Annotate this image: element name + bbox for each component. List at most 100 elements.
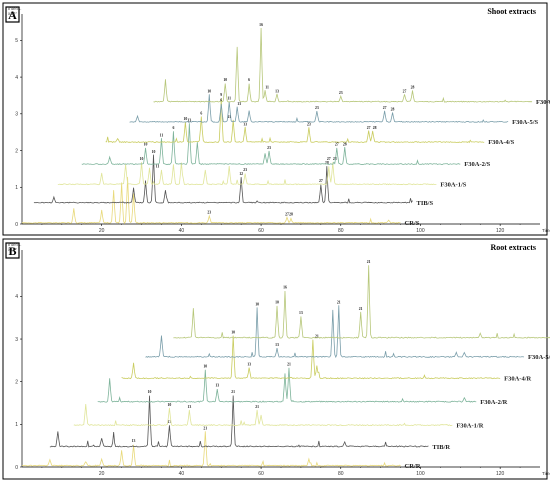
y-unit-label: Intens. x10⁷ bbox=[8, 242, 22, 252]
peak-label: 11 bbox=[227, 97, 231, 101]
peak-label: 16 bbox=[283, 286, 287, 290]
peak-label: 21 bbox=[367, 260, 371, 264]
peak-label: 11 bbox=[265, 86, 269, 90]
peak-label: 10 bbox=[168, 403, 172, 407]
peak-label: 10 bbox=[203, 364, 207, 368]
series-trace bbox=[121, 335, 501, 380]
panel-b-frame bbox=[2, 238, 548, 480]
x-tick-label: 40 bbox=[179, 228, 185, 234]
series-trace bbox=[21, 431, 401, 467]
y-tick-label: 0 bbox=[15, 222, 18, 228]
series-trace bbox=[21, 177, 401, 225]
peak-label: 13 bbox=[215, 384, 219, 388]
panel-a-letter: A bbox=[8, 8, 17, 22]
x-tick-label: 40 bbox=[179, 471, 185, 477]
peak-label: 13 bbox=[299, 311, 303, 315]
peak-label: 27 bbox=[367, 126, 371, 130]
peak-label: 28 bbox=[343, 143, 347, 147]
peak-label: 23 bbox=[207, 210, 211, 214]
x-tick-label: 60 bbox=[258, 228, 264, 234]
peak-label: 10 bbox=[223, 78, 227, 82]
peak-label: 27 bbox=[319, 179, 323, 183]
series-name-label: F30A-5/S bbox=[512, 119, 538, 126]
y-unit-line: x10⁷ bbox=[8, 11, 17, 16]
x-tick-label: 100 bbox=[416, 228, 425, 234]
x-tick-label: 20 bbox=[99, 228, 105, 234]
series-name-label: F30A-4/S bbox=[488, 139, 514, 146]
series-trace bbox=[129, 94, 509, 123]
x-tick-label: 80 bbox=[338, 228, 344, 234]
peak-label: 27 bbox=[403, 89, 407, 93]
x-tick-label: 100 bbox=[416, 471, 425, 477]
peak-label: 23 bbox=[339, 91, 343, 95]
x-tick-label: 120 bbox=[496, 471, 505, 477]
peak-label: 10 bbox=[183, 117, 187, 121]
series-trace bbox=[105, 98, 485, 144]
series-name-label: F30A-2/S bbox=[464, 161, 490, 168]
y-tick-label: 5 bbox=[15, 38, 18, 44]
peak-label: 13 bbox=[187, 119, 191, 123]
x-tick-label: 20 bbox=[99, 471, 105, 477]
peak-label: 28 bbox=[325, 161, 329, 165]
peak-label: 11 bbox=[156, 165, 160, 169]
x-tick-label: 80 bbox=[338, 471, 344, 477]
series-name-label: F30A-2/R bbox=[480, 399, 507, 406]
peak-label: 6 bbox=[248, 78, 250, 82]
peak-label: 10 bbox=[255, 303, 259, 307]
panel-b-letter-box bbox=[5, 242, 20, 259]
peak-label: 28 bbox=[373, 126, 377, 130]
panel-a-letter-box bbox=[5, 6, 20, 23]
peak-label: 10 bbox=[231, 330, 235, 334]
peak-label: 16 bbox=[259, 23, 263, 27]
peak-label: 10 bbox=[144, 143, 148, 147]
series-name-label: CR/R bbox=[405, 463, 421, 470]
x-axis-label: Time [min] bbox=[542, 228, 550, 233]
series-trace bbox=[33, 154, 413, 204]
x-tick-label: 120 bbox=[496, 228, 505, 234]
peak-label: 27 bbox=[335, 143, 339, 147]
panel-a-title: Shoot extracts bbox=[487, 7, 536, 16]
y-unit-line: x10⁷ bbox=[8, 247, 17, 252]
peak-label: 13 bbox=[275, 343, 279, 347]
y-tick-label: 3 bbox=[15, 337, 18, 343]
peak-label: 27 bbox=[327, 157, 331, 161]
peak-label: 28 bbox=[411, 86, 415, 90]
series-name-label: F30A-6/S bbox=[536, 99, 550, 106]
peak-label: 21 bbox=[359, 307, 363, 311]
y-tick-label: 4 bbox=[15, 294, 18, 300]
peak-label: 12 bbox=[239, 172, 243, 176]
series-trace bbox=[173, 265, 550, 339]
y-tick-label: 3 bbox=[15, 112, 18, 118]
peak-label: 23 bbox=[243, 168, 247, 172]
series-trace bbox=[73, 404, 453, 427]
peak-label: 13 bbox=[237, 102, 241, 106]
peak-label: 13 bbox=[243, 122, 247, 126]
peak-label: 21 bbox=[255, 405, 259, 409]
panel-b-letter: B bbox=[8, 244, 16, 258]
peak-label: 28 bbox=[289, 212, 293, 216]
peak-label: 13 bbox=[187, 405, 191, 409]
peak-label: 11 bbox=[227, 115, 231, 119]
peak-label: 6 bbox=[220, 98, 222, 102]
series-name-label: TIB/R bbox=[432, 444, 450, 451]
panel-a-frame bbox=[2, 2, 548, 236]
peak-label: 23 bbox=[315, 106, 319, 110]
series-name-label: CR/S bbox=[405, 220, 420, 227]
panel-b-plot: Intens.x10⁷ 0 1 2 3 4 20 40 60 80 100 120 Time [min]… bbox=[8, 242, 550, 477]
peak-label: 9 bbox=[220, 93, 222, 97]
panel-a-plot: Intens.x10⁷01234520406080100120Time [min… bbox=[8, 6, 550, 234]
peak-label: 10 bbox=[152, 150, 156, 154]
y-tick-label: 2 bbox=[15, 379, 18, 385]
series-name-label: F30A-1/S bbox=[440, 181, 466, 188]
peak-label: 21 bbox=[315, 335, 319, 339]
peak-label: 13 bbox=[132, 439, 136, 443]
y-unit-line: Intens. bbox=[8, 6, 22, 11]
peak-label: 23 bbox=[267, 146, 271, 150]
peak-label: 10 bbox=[148, 390, 152, 394]
peak-label: 23 bbox=[307, 122, 311, 126]
series-trace bbox=[145, 305, 525, 359]
peak-label: 27 bbox=[383, 106, 387, 110]
y-tick-label: 2 bbox=[15, 148, 18, 154]
x-tick-label: 60 bbox=[258, 471, 264, 477]
